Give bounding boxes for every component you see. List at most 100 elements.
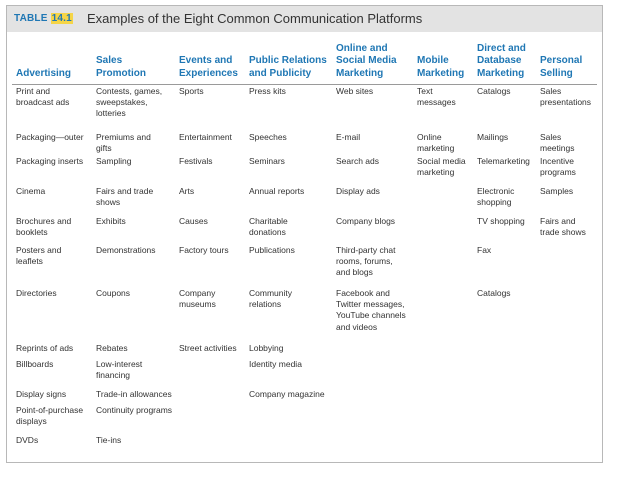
column-header-line: Direct and (477, 42, 526, 54)
table-cell-line: Reprints of ads (16, 343, 74, 353)
table-cell: Text messages (417, 86, 456, 108)
table-cell: Festivals (179, 156, 213, 167)
table-cell: Display signs (16, 389, 66, 400)
table-cell-line: Mailings (477, 132, 509, 142)
table-cell-line: Third-party chat (336, 245, 396, 255)
table-cell-line: Factory tours (179, 245, 229, 255)
table-cell-line: Incentive (540, 156, 575, 166)
column-header-line: Events and (179, 55, 233, 66)
table-cell: Online marketing (417, 132, 454, 154)
column-header-line: Personal (540, 55, 583, 66)
table-cell: Seminars (249, 156, 285, 167)
table-cell: Speeches (249, 132, 287, 143)
table-cell-line: meetings (540, 143, 575, 154)
table-cell-line: Coupons (96, 288, 131, 298)
table-cell: Company museums (179, 288, 216, 310)
table-cell-line: Packaging—outer (16, 132, 84, 142)
table-cell-line: marketing (417, 167, 455, 178)
table-cell: Factory tours (179, 245, 229, 256)
table-cell: Brochures and booklets (16, 216, 71, 238)
table-cell: Fax (477, 245, 491, 256)
column-header: Direct and Database Marketing (477, 43, 526, 81)
table-label-prefix: TABLE (14, 13, 48, 24)
table-cell-line: messages (417, 97, 456, 108)
table-cell-line: Display signs (16, 389, 67, 399)
table-cell-line: TV shopping (477, 216, 525, 226)
table-label: TABLE 14.1 (14, 13, 73, 24)
table-cell: Tie-ins (96, 435, 121, 446)
table-cell-line: lotteries (96, 108, 126, 119)
table-cell-line: rooms, forums, (336, 256, 393, 267)
table-cell: DVDs (16, 435, 38, 446)
table-cell-line: Directories (16, 288, 57, 298)
column-header: Public Relations and Publicity (249, 55, 327, 80)
column-header: Personal Selling (540, 55, 582, 80)
table-cell-line: DVDs (16, 435, 39, 445)
table-cell: Arts (179, 186, 194, 197)
table-cell: Directories (16, 288, 57, 299)
table-cell: Charitable donations (249, 216, 288, 238)
table-cell-line: Continuity programs (96, 405, 173, 415)
table-cell-line: Low-interest (96, 359, 143, 369)
table-cell-line: Demonstrations (96, 245, 156, 255)
table-cell-line: Community (249, 288, 292, 298)
table-cell-line: Catalogs (477, 86, 511, 96)
table-cell: Reprints of ads (16, 343, 73, 354)
table-cell-line: Point-of-purchase (16, 405, 84, 415)
column-header-line: Marketing (417, 67, 465, 79)
table-cell: Samples (540, 186, 573, 197)
table-cell-line: displays (16, 416, 47, 427)
table-cell: Exhibits (96, 216, 126, 227)
table-cell: Print and broadcast ads (16, 86, 69, 108)
table-cell-line: museums (179, 299, 216, 310)
table-cell-line: shows (96, 197, 121, 208)
table-cell-line: Sampling (96, 156, 132, 166)
table-cell-line: Sales (540, 86, 562, 96)
column-header-line: Database (477, 55, 522, 66)
table-cell-line: and videos (336, 321, 378, 332)
table-cell: Display ads (336, 186, 380, 197)
table-cell: Sales meetings (540, 132, 575, 154)
column-header-line: Experiences (179, 67, 238, 79)
table-cell-line: E-mail (336, 132, 361, 142)
table-cell-line: Social media (417, 156, 466, 166)
table-cell: Social media marketing (417, 156, 466, 178)
table-cell-line: YouTube channels (336, 310, 406, 321)
table-cell-line: Tie-ins (96, 435, 122, 445)
column-header-line: and Publicity (249, 67, 312, 79)
table-cell: Coupons (96, 288, 130, 299)
table-cell: Point-of-purchase displays (16, 405, 83, 427)
table-cell: Continuity programs (96, 405, 172, 416)
table-cell: Sports (179, 86, 204, 97)
table-cell-line: Lobbying (249, 343, 284, 353)
table-cell-line: Premiums and (96, 132, 151, 142)
table-cell: Catalogs (477, 86, 511, 97)
table-cell-line: Fairs and trade (96, 186, 154, 196)
table-cell-line: Charitable (249, 216, 288, 226)
table-cell-line: financing (96, 370, 131, 381)
table-cell: Packaging inserts (16, 156, 83, 167)
table-cell-line: Causes (179, 216, 208, 226)
table-cell-line: Seminars (249, 156, 285, 166)
table-cell-line: Trade-in allowances (96, 389, 172, 399)
table-cell-line: Billboards (16, 359, 54, 369)
table-cell-line: Annual reports (249, 186, 305, 196)
table-cell: Cinema (16, 186, 45, 197)
table-cell-line: sweepstakes, (96, 97, 148, 108)
table-cell: Company magazine (249, 389, 325, 400)
table-cell: Contests, games, sweepstakes, lotteries (96, 86, 162, 120)
table-cell-line: Sports (179, 86, 204, 96)
table-number: 14.1 (50, 13, 73, 24)
table-cell: Company blogs (336, 216, 395, 227)
table-cell-line: Cinema (16, 186, 46, 196)
table-cell-line: Samples (540, 186, 574, 196)
table-title: Examples of the Eight Common Communicati… (87, 11, 423, 26)
table-cell-line: programs (540, 167, 576, 178)
table-cell-line: Contests, games, (96, 86, 163, 96)
table-cell: Trade-in allowances (96, 389, 172, 400)
table-cell-line: Display ads (336, 186, 380, 196)
table-cell-line: Catalogs (477, 288, 511, 298)
table-cell: Rebates (96, 343, 128, 354)
column-header-line: Social Media (336, 55, 397, 66)
table-title-bar: TABLE 14.1 Examples of the Eight Common … (7, 6, 602, 32)
